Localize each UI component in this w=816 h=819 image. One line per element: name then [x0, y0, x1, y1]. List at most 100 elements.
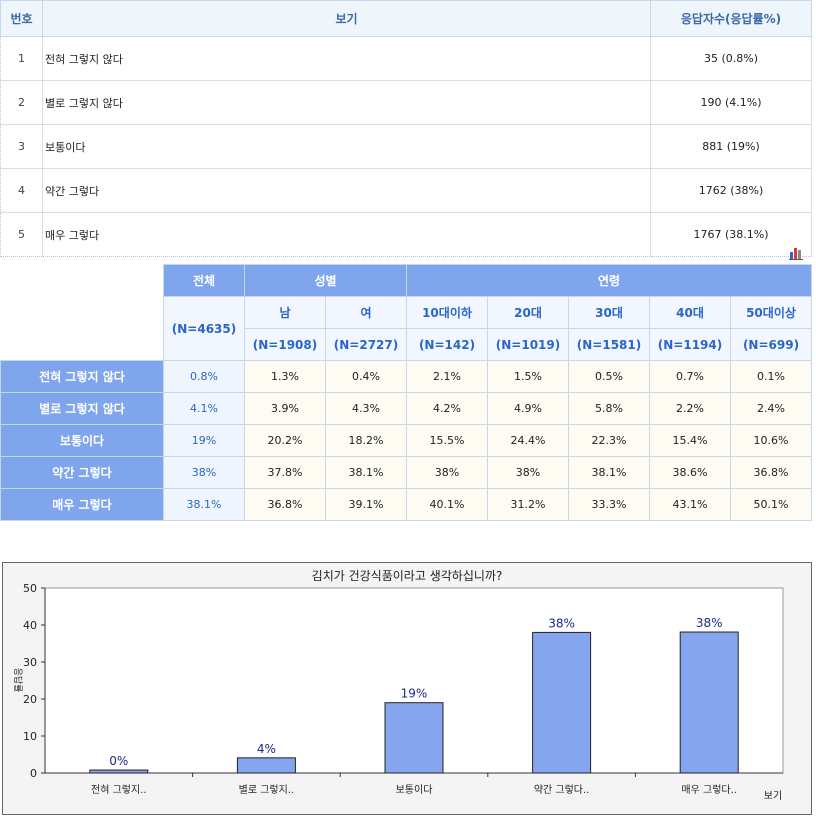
crosstab-row-label: 매우 그렇다: [0, 488, 164, 521]
crosstab-n-row: (N=1908) (N=2727) (N=142) (N=1019) (N=15…: [1, 328, 812, 361]
crosstab-cell: 31.2%: [487, 488, 569, 521]
crosstab-total-cell: 19%: [163, 424, 245, 457]
row-num: 3: [0, 124, 43, 169]
table-row: 5 매우 그렇다 1767 (38.1%): [0, 212, 812, 257]
bar: [236, 757, 296, 774]
row-count: 35 (0.8%): [650, 36, 812, 81]
crosstab-cell: 2.2%: [649, 392, 731, 425]
crosstab-cell: 40.1%: [406, 488, 488, 521]
row-option: 약간 그렇다: [42, 168, 651, 213]
row-option: 보통이다: [42, 124, 651, 169]
crosstab-subheader-row: (N=4635) 남 여 10대이하 20대 30대 40대 50대이상: [1, 296, 812, 361]
crosstab-cell: 4.2%: [406, 392, 488, 425]
crosstab-cell: 43.1%: [649, 488, 731, 521]
x-tick-label: 약간 그렇다..: [534, 783, 590, 796]
column-label: 50대이상: [730, 296, 812, 329]
crosstab-cell: 39.1%: [325, 488, 407, 521]
row-count: 881 (19%): [650, 124, 812, 169]
row-num: 5: [0, 212, 43, 257]
crosstab-row-label: 약간 그렇다: [0, 456, 164, 489]
crosstab-cell: 1.5%: [487, 360, 569, 393]
crosstab-cell: 38%: [406, 456, 488, 489]
crosstab-cell: 20.2%: [244, 424, 326, 457]
bar-data-label: 38%: [696, 616, 723, 630]
crosstab-cell: 0.1%: [730, 360, 812, 393]
crosstab-total-cell: 4.1%: [163, 392, 245, 425]
crosstab-cell: 36.8%: [730, 456, 812, 489]
bar-chart-icon[interactable]: [788, 246, 804, 260]
y-tick-label: 0: [30, 767, 37, 780]
column-label: 여: [325, 296, 407, 329]
column-n: (N=1019): [487, 328, 569, 361]
bar: [89, 769, 149, 774]
crosstab-cell: 3.9%: [244, 392, 326, 425]
gender-header: 성별: [244, 264, 407, 297]
crosstab-cell: 0.7%: [649, 360, 731, 393]
crosstab-cell: 10.6%: [730, 424, 812, 457]
y-tick-label: 20: [23, 693, 37, 706]
response-table: 번호 보기 응답자수(응답률%) 1 전혀 그렇지 않다 35 (0.8%) 2…: [0, 0, 812, 257]
crosstab-cell: 38.1%: [568, 456, 650, 489]
column-label: 20대: [487, 296, 569, 329]
y-tick-label: 40: [23, 619, 37, 632]
x-axis-label: 보기: [764, 790, 782, 802]
y-axis-label: 응답률: [12, 668, 24, 693]
crosstab-cell: 5.8%: [568, 392, 650, 425]
row-count: 190 (4.1%): [650, 80, 812, 125]
crosstab-total-cell: 0.8%: [163, 360, 245, 393]
column-n: (N=699): [730, 328, 812, 361]
y-tick-label: 30: [23, 656, 37, 669]
response-table-header: 번호 보기 응답자수(응답률%): [0, 0, 812, 37]
crosstab-cell: 33.3%: [568, 488, 650, 521]
crosstab-header-row: 전체 성별 연령: [0, 264, 812, 361]
crosstab-total-cell: 38.1%: [163, 488, 245, 521]
crosstab-corner: [0, 264, 164, 361]
total-header: 전체: [163, 264, 245, 297]
crosstab-cell: 38.6%: [649, 456, 731, 489]
crosstab-cell: 50.1%: [730, 488, 812, 521]
row-option: 별로 그렇지 않다: [42, 80, 651, 125]
crosstab-cell: 4.9%: [487, 392, 569, 425]
column-n: (N=2727): [325, 328, 407, 361]
crosstab-row-label: 보통이다: [0, 424, 164, 457]
row-count: 1767 (38.1%): [650, 212, 812, 257]
age-header: 연령: [406, 264, 812, 297]
crosstab-row: 별로 그렇지 않다 4.1% 3.9% 4.3% 4.2% 4.9% 5.8% 2.2% 2.4…: [0, 392, 812, 425]
crosstab-row: 약간 그렇다 38% 37.8% 38.1% 38% 38% 38.1% 38.6% 36.8%: [0, 456, 812, 489]
crosstab-cell: 1.3%: [244, 360, 326, 393]
table-row: 4 약간 그렇다 1762 (38%): [0, 168, 812, 213]
column-label: 남: [244, 296, 326, 329]
crosstab-cell: 36.8%: [244, 488, 326, 521]
crosstab-cell: 15.4%: [649, 424, 731, 457]
crosstab-cell: 38%: [487, 456, 569, 489]
crosstab-cell: 0.5%: [568, 360, 650, 393]
row-option: 매우 그렇다: [42, 212, 651, 257]
bar: [384, 702, 444, 774]
x-tick-label: 보통이다: [396, 784, 433, 796]
table-row: 2 별로 그렇지 않다 190 (4.1%): [0, 80, 812, 125]
crosstab-cell: 24.4%: [487, 424, 569, 457]
bar-data-label: 0%: [109, 754, 128, 768]
y-tick-label: 50: [23, 582, 37, 595]
column-n: (N=1908): [244, 328, 326, 361]
row-count: 1762 (38%): [650, 168, 812, 213]
crosstab-row: 전혀 그렇지 않다 0.8% 1.3% 0.4% 2.1% 1.5% 0.5% 0.7% 0.1…: [0, 360, 812, 393]
crosstab-row-label: 전혀 그렇지 않다: [0, 360, 164, 393]
total-n: (N=4635): [163, 296, 245, 361]
chart-title: 김치가 건강식품이라고 생각하십니까?: [312, 569, 503, 583]
x-tick-label: 매우 그렇다..: [681, 783, 737, 796]
column-n: (N=1581): [568, 328, 650, 361]
crosstab-cell: 18.2%: [325, 424, 407, 457]
crosstab-table: 전체 성별 연령 (N=4635) 남 여 10대이하 20대 30대 40대 …: [0, 264, 812, 521]
y-tick-label: 10: [23, 730, 37, 743]
crosstab-row: 보통이다 19% 20.2% 18.2% 15.5% 24.4% 22.3% 15.4% 10.…: [0, 424, 812, 457]
crosstab-cell: 37.8%: [244, 456, 326, 489]
chart-canvas: 김치가 건강식품이라고 생각하십니까? 0 10 20 30 40 50 응답률 0% 전혀 그렇…: [12, 569, 784, 802]
x-tick-label: 전혀 그렇지..: [91, 783, 147, 796]
x-tick-label: 별로 그렇지..: [239, 783, 295, 796]
crosstab-row-label: 별로 그렇지 않다: [0, 392, 164, 425]
bar-data-label: 19%: [401, 687, 428, 701]
row-num: 1: [0, 36, 43, 81]
crosstab-cell: 15.5%: [406, 424, 488, 457]
bar-data-label: 38%: [548, 616, 575, 630]
